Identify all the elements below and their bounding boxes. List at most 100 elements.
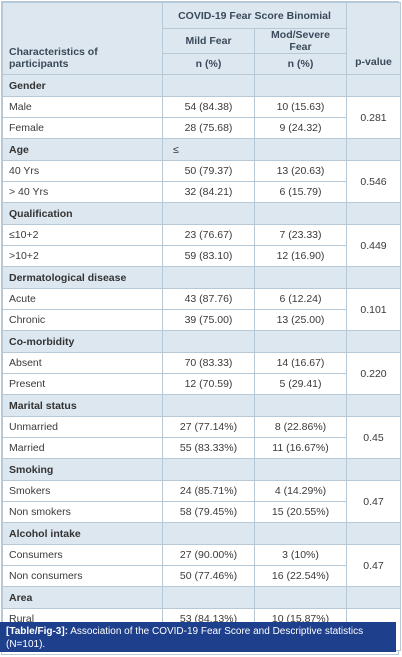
moderate-fear-cell: 11 (16.67%): [253, 437, 348, 459]
table-row: > 40 Yrs 32 (84.21) 6 (15.79): [2, 181, 401, 203]
section-title: Alcohol intake: [2, 522, 163, 545]
section-header-row: Age ≤: [2, 138, 402, 161]
table-row: Present 12 (70.59) 5 (29.41): [2, 373, 401, 395]
moderate-fear-cell: 5 (29.41): [253, 373, 348, 395]
mild-fear-cell: 27 (90.00%): [162, 544, 255, 566]
moderate-fear-cell: 12 (16.90): [253, 245, 348, 267]
moderate-fear-cell: 8 (22.86%): [253, 416, 348, 438]
table-row: Chronic 39 (75.00) 13 (25.00): [2, 309, 401, 331]
pvalue-cell: 0.546: [346, 160, 402, 203]
pvalue-header: p-value: [346, 2, 402, 75]
row-label: Married: [2, 437, 163, 459]
table-row: Non consumers 50 (77.46%) 16 (22.54%): [2, 565, 401, 587]
mild-fear-cell: 55 (83.33%): [162, 437, 255, 459]
section-title: Marital status: [2, 394, 163, 417]
row-label: Non consumers: [2, 565, 163, 587]
row-label: Male: [2, 96, 163, 118]
caption-label: [Table/Fig-3]:: [6, 626, 69, 637]
section-blank-cell: [346, 522, 402, 545]
section-extra: [162, 74, 255, 97]
table-row: Male 54 (84.38) 10 (15.63) 0.281: [2, 96, 402, 139]
moderate-unit-header: n (%): [253, 53, 348, 75]
section-extra: ≤: [162, 138, 255, 161]
section-title: Age: [2, 138, 163, 161]
section-title: Area: [2, 586, 163, 609]
section-blank-cell: [253, 266, 348, 289]
mild-fear-cell: 70 (83.33): [162, 352, 255, 374]
row-label: Female: [2, 117, 163, 139]
section-blank-cell: [253, 394, 348, 417]
table-row: Married 55 (83.33%) 11 (16.67%): [2, 437, 401, 459]
mild-fear-cell: 54 (84.38): [162, 96, 255, 118]
section-blank-cell: [346, 330, 402, 353]
mild-fear-cell: 58 (79.45%): [162, 501, 255, 523]
mild-fear-cell: 27 (77.14%): [162, 416, 255, 438]
section-title: Co-morbidity: [2, 330, 163, 353]
section-header-row: Qualification: [2, 202, 402, 225]
section-extra: [162, 266, 255, 289]
section-blank-cell: [253, 74, 348, 97]
section-header-row: Alcohol intake: [2, 522, 402, 545]
section-header-row: Smoking: [2, 458, 402, 481]
row-label: Smokers: [2, 480, 163, 502]
moderate-fear-cell: 7 (23.33): [253, 224, 348, 246]
section-blank-cell: [253, 202, 348, 225]
section-extra: [162, 522, 255, 545]
section-blank-cell: [346, 74, 402, 97]
pvalue-cell: 0.449: [346, 224, 402, 267]
moderate-fear-cell: 10 (15.63): [253, 96, 348, 118]
table-row: Smokers 24 (85.71%) 4 (14.29%) 0.47: [2, 480, 402, 523]
table-row: Consumers 27 (90.00%) 3 (10%) 0.47: [2, 544, 402, 587]
table-row: Absent 70 (83.33) 14 (16.67) 0.220: [2, 352, 402, 395]
section-blank-cell: [346, 586, 402, 609]
moderate-fear-header: Mod/Severe Fear: [253, 28, 348, 54]
row-label: >10+2: [2, 245, 163, 267]
moderate-fear-cell: 15 (20.55%): [253, 501, 348, 523]
pvalue-cell: 0.281: [346, 96, 402, 139]
table-row: Acute 43 (87.76) 6 (12.24) 0.101: [2, 288, 402, 331]
mild-fear-cell: 59 (83.10): [162, 245, 255, 267]
moderate-fear-cell: 4 (14.29%): [253, 480, 348, 502]
section-title: Qualification: [2, 202, 163, 225]
section-title: Gender: [2, 74, 163, 97]
section-header-row: Dermatological disease: [2, 266, 402, 289]
row-label: Non smokers: [2, 501, 163, 523]
row-label: Present: [2, 373, 163, 395]
section-blank-cell: [346, 138, 402, 161]
pvalue-cell: 0.47: [346, 480, 402, 523]
section-blank-cell: [253, 586, 348, 609]
table-row: >10+2 59 (83.10) 12 (16.90): [2, 245, 401, 267]
row-label: Consumers: [2, 544, 163, 566]
pvalue-cell: 0.47: [346, 544, 402, 587]
moderate-fear-cell: 6 (15.79): [253, 181, 348, 203]
moderate-fear-cell: 16 (22.54%): [253, 565, 348, 587]
pvalue-cell: 0.101: [346, 288, 402, 331]
moderate-fear-cell: 9 (24.32): [253, 117, 348, 139]
section-blank-cell: [346, 458, 402, 481]
section-blank-cell: [253, 330, 348, 353]
section-extra: [162, 586, 255, 609]
mild-fear-cell: 32 (84.21): [162, 181, 255, 203]
section-blank-cell: [253, 138, 348, 161]
section-header-row: Area: [2, 586, 402, 609]
mild-fear-cell: 23 (76.67): [162, 224, 255, 246]
section-header-row: Gender: [2, 74, 402, 97]
mild-fear-cell: 12 (70.59): [162, 373, 255, 395]
row-label: Absent: [2, 352, 163, 374]
moderate-fear-cell: 13 (20.63): [253, 160, 348, 182]
moderate-fear-cell: 13 (25.00): [253, 309, 348, 331]
mild-fear-cell: 50 (77.46%): [162, 565, 255, 587]
section-blank-cell: [346, 202, 402, 225]
moderate-fear-cell: 14 (16.67): [253, 352, 348, 374]
section-extra: [162, 330, 255, 353]
table-row: Non smokers 58 (79.45%) 15 (20.55%): [2, 501, 401, 523]
row-label: ≤10+2: [2, 224, 163, 246]
section-extra: [162, 394, 255, 417]
table-row: Female 28 (75.68) 9 (24.32): [2, 117, 401, 139]
section-blank-cell: [253, 522, 348, 545]
fear-score-group-header: COVID-19 Fear Score Binomial: [161, 2, 348, 29]
table-row: Unmarried 27 (77.14%) 8 (22.86%) 0.45: [2, 416, 402, 459]
section-title: Dermatological disease: [2, 266, 163, 289]
characteristics-header: Characteristics of participants: [2, 2, 163, 75]
